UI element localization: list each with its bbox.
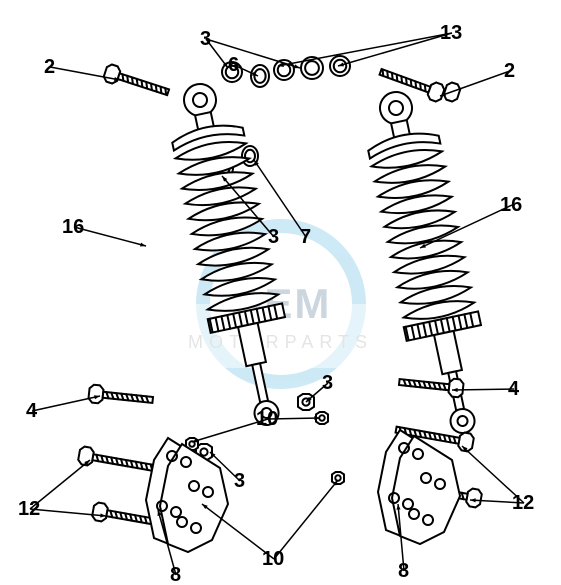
callout-3-mid: 3 <box>268 226 279 249</box>
callout-3-lowmid: 3 <box>322 372 333 395</box>
leader-lines <box>0 0 561 585</box>
callout-2-left: 2 <box>44 56 55 79</box>
callout-6-top: 6 <box>228 54 239 77</box>
callout-8-right: 8 <box>398 560 409 583</box>
callout-10-upper: 10 <box>256 408 278 431</box>
callout-2-right: 2 <box>504 60 515 83</box>
callout-7-mid: 7 <box>300 226 311 249</box>
callout-13-top: 13 <box>440 22 462 45</box>
callout-3-low: 3 <box>234 470 245 493</box>
callout-4-right: 4 <box>508 378 519 401</box>
callout-4-left: 4 <box>26 400 37 423</box>
callout-8-left: 8 <box>170 564 181 585</box>
callout-16-right: 16 <box>500 194 522 217</box>
callout-10-lower: 10 <box>262 548 284 571</box>
callout-16-left: 16 <box>62 216 84 239</box>
callout-12-right: 12 <box>512 492 534 515</box>
diagram-canvas: OEM MOTORPARTS 2361327316164431031212881… <box>0 0 561 585</box>
callout-12-left: 12 <box>18 498 40 521</box>
callout-3-top: 3 <box>200 28 211 51</box>
